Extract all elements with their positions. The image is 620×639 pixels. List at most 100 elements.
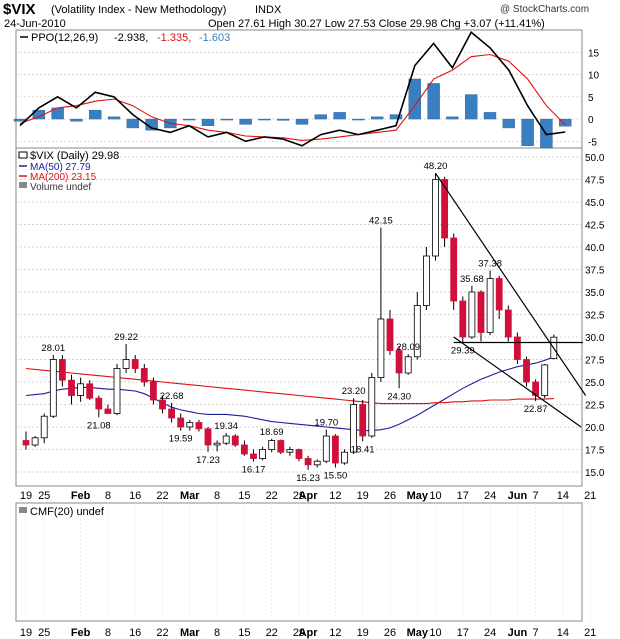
cmf-grid (25, 503, 591, 621)
ppo-histogram-bar (333, 112, 346, 120)
ppo-lines (19, 30, 566, 147)
x-tick-label: Feb (71, 490, 91, 502)
price-y-tick-label: 15.0 (585, 468, 605, 479)
ma200-legend-label: MA(200) 23.15 (30, 172, 97, 183)
x-tick-label: 29 (293, 490, 305, 502)
price-annotation: 16.17 (242, 464, 266, 475)
cmf-legend-swatch (19, 507, 27, 513)
price-y-tick-label: 37.5 (585, 266, 605, 277)
price-y-tick-label: 42.5 (585, 221, 605, 232)
x-tick-label: 15 (238, 627, 250, 639)
x-tick-label: May (407, 627, 429, 639)
candle-body (259, 449, 267, 459)
ppo-y-ticks: 15 10 5 0 -5 (588, 48, 600, 148)
candle-body (304, 458, 312, 466)
candle-body (477, 291, 485, 333)
price-y-tick-label: 17.5 (585, 446, 605, 457)
candle-body (159, 399, 166, 410)
x-tick-label: 12 (329, 627, 341, 639)
candle-body (432, 179, 439, 257)
volume-legend-label: Volume undef (30, 182, 91, 193)
candle-body (322, 435, 330, 462)
ppo-signal-line (19, 53, 566, 141)
candle-body (268, 440, 276, 450)
candle-body (450, 237, 458, 302)
price-annotation: 19.34 (214, 421, 238, 432)
price-y-tick-label: 35.0 (585, 288, 605, 299)
x-tick-label: 22 (156, 490, 168, 502)
ppo-hist-value: -1.603 (199, 32, 230, 44)
price-annotation: 21.08 (87, 420, 111, 431)
ppo-histogram-bar (239, 118, 252, 125)
candle-body (204, 428, 212, 446)
x-tick-label: 19 (357, 490, 369, 502)
candle-body (113, 368, 121, 414)
price-y-tick-label: 45.0 (585, 198, 605, 209)
ppo-histogram-bar (314, 114, 327, 120)
ma200-line (25, 367, 554, 405)
x-tick-label: 16 (129, 490, 141, 502)
price-annotation: 15.50 (324, 471, 348, 482)
price-y-tick-label: 30.0 (585, 333, 605, 344)
x-tick-label: Jun (508, 627, 528, 639)
candle-body (77, 383, 84, 396)
candle-body (331, 435, 339, 464)
price-y-tick-label: 50.0 (585, 153, 605, 164)
price-annotation: 29.22 (114, 332, 138, 343)
x-tick-label: 26 (384, 490, 396, 502)
candle-body (49, 359, 57, 417)
candlesticks (22, 173, 558, 470)
candle-body (422, 255, 430, 306)
price-annotation: 35.68 (460, 274, 484, 285)
x-tick-label: 26 (384, 627, 396, 639)
candle-body (495, 278, 503, 311)
x-tick-label: Apr (299, 490, 319, 502)
price-annotation: 19.70 (314, 418, 338, 429)
ppo-y-tick-label: 5 (588, 93, 594, 104)
candle-body (95, 397, 103, 410)
ppo-histogram-bar (258, 118, 271, 121)
price-y-tick-label: 40.0 (585, 243, 605, 254)
candle-body (122, 359, 130, 369)
x-tick-label: 14 (557, 627, 569, 639)
x-tick-label: 19 (357, 627, 369, 639)
ppo-histogram-bar (201, 118, 215, 126)
ppo-panel-frame (15, 29, 583, 149)
trendlines (435, 172, 587, 428)
x-tick-label: 8 (214, 490, 220, 502)
chart-exchange: INDX (255, 4, 282, 16)
ppo-y-tick-label: -5 (588, 137, 597, 148)
x-tick-label: 7 (533, 627, 539, 639)
ppo-histogram-bar (70, 118, 83, 122)
trendline (435, 172, 587, 396)
ppo-y-tick-label: 10 (588, 71, 600, 82)
candle-body (368, 377, 376, 437)
x-tick-label: 8 (105, 490, 111, 502)
candle-body (22, 440, 30, 446)
ppo-histogram-bar (371, 116, 384, 120)
x-tick-label: 24 (484, 490, 496, 502)
ppo-histogram-bar (107, 116, 121, 120)
candle-body (140, 368, 148, 383)
price-annotation: 22.68 (160, 391, 184, 402)
ppo-histogram-bar (446, 116, 459, 120)
price-y-tick-label: 32.5 (585, 311, 605, 322)
ppo-signal-value: -1.335, (157, 32, 191, 44)
x-tick-label: 22 (266, 627, 278, 639)
candle-body (441, 179, 449, 239)
x-tick-label: Mar (180, 490, 200, 502)
volume-legend-swatch (19, 182, 27, 188)
candle-body (377, 318, 385, 378)
x-tick-label: 19 (20, 627, 32, 639)
candle-body (131, 359, 139, 369)
ppo-histogram-bar (277, 118, 290, 121)
ppo-histogram-bar (295, 118, 309, 125)
x-tick-label: 10 (429, 490, 441, 502)
trendline (453, 336, 582, 428)
x-tick-label: 7 (533, 490, 539, 502)
x-tick-label: 17 (457, 627, 469, 639)
